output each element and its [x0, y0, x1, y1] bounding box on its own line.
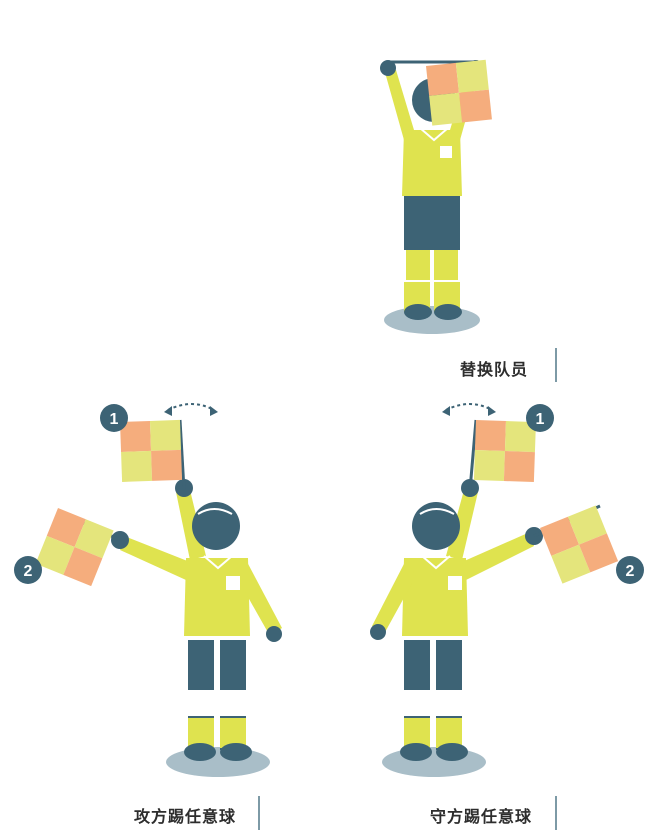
step-badge-2 [616, 556, 644, 584]
ground-shadow [384, 306, 480, 334]
step-badge-2 [14, 556, 42, 584]
step-badge-1-label: 1 [536, 411, 545, 428]
motion-arrow-icon [445, 403, 493, 411]
caption-substitution: 替换队员 [460, 360, 529, 379]
step-badge-1-label: 1 [110, 411, 119, 428]
ground-shadow [166, 747, 270, 777]
substitution-figure [380, 59, 492, 334]
attacking-free-kick-figure: 1 2 [14, 403, 282, 777]
caption-divider [555, 348, 557, 382]
caption-divider [258, 796, 260, 830]
caption-divider [555, 796, 557, 830]
caption-defending-free-kick: 守方踢任意球 [430, 807, 533, 826]
step-badge-1 [100, 404, 128, 432]
step-badge-2-label: 2 [626, 563, 635, 580]
step-badge-1 [526, 404, 554, 432]
defending-free-kick-figure: 1 2 [370, 403, 644, 777]
caption-attacking-free-kick: 攻方踢任意球 [134, 807, 237, 826]
step-badge-2-label: 2 [24, 563, 33, 580]
ground-shadow [382, 747, 486, 777]
motion-arrow-icon [167, 403, 215, 411]
